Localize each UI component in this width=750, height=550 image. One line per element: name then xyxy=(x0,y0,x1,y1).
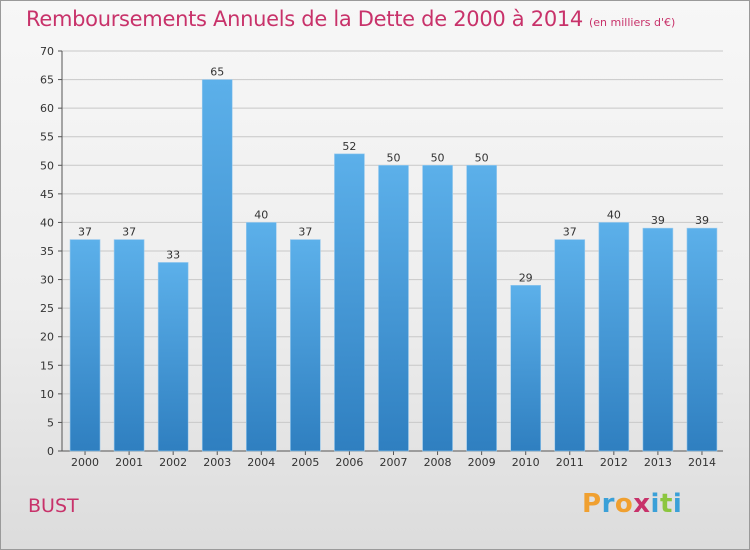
data-label-2006: 52 xyxy=(342,140,356,153)
logo-letter: t xyxy=(659,489,673,519)
x-tick-label-2001: 2001 xyxy=(115,456,143,469)
bar-2000 xyxy=(69,239,101,452)
data-label-2005: 37 xyxy=(298,226,312,239)
bar-2007 xyxy=(378,164,409,452)
x-tick-label-2007: 2007 xyxy=(380,456,408,469)
bar-2001 xyxy=(113,239,145,452)
bar-2002 xyxy=(157,262,189,452)
x-tick-label-2012: 2012 xyxy=(600,456,628,469)
bar-2004 xyxy=(246,222,277,452)
logo-letter: o xyxy=(614,489,634,519)
x-tick-label-2008: 2008 xyxy=(424,456,452,469)
bar-2006 xyxy=(334,153,365,452)
x-tick-label-2013: 2013 xyxy=(644,456,672,469)
y-tick-label: 15 xyxy=(40,359,54,372)
y-tick-label: 55 xyxy=(40,131,54,144)
y-tick-label: 40 xyxy=(40,216,54,229)
y-tick-label: 5 xyxy=(47,416,54,429)
data-label-2009: 50 xyxy=(475,151,489,164)
x-tick-label-2006: 2006 xyxy=(335,456,363,469)
bar-2012 xyxy=(598,222,630,452)
y-tick-label: 25 xyxy=(40,302,54,315)
y-tick-label: 60 xyxy=(40,102,54,115)
logo-letter: i xyxy=(650,489,660,519)
x-tick-label-2005: 2005 xyxy=(291,456,319,469)
data-label-2012: 40 xyxy=(607,208,621,221)
y-tick-label: 30 xyxy=(40,274,54,287)
x-tick-label-2009: 2009 xyxy=(468,456,496,469)
y-tick-label: 50 xyxy=(40,159,54,172)
bar-2014 xyxy=(686,227,718,452)
data-label-2001: 37 xyxy=(122,226,136,239)
proxiti-logo: Proxiti xyxy=(582,489,682,519)
data-label-2000: 37 xyxy=(78,226,92,239)
commune-name: BUST xyxy=(28,495,79,517)
x-tick-label-2004: 2004 xyxy=(247,456,275,469)
x-tick-label-2011: 2011 xyxy=(556,456,584,469)
bar-2008 xyxy=(422,164,453,452)
bars xyxy=(69,79,718,452)
x-tick-label-2000: 2000 xyxy=(71,456,99,469)
data-label-2003: 65 xyxy=(210,66,224,79)
logo-letter: P xyxy=(582,489,602,519)
chart-title-text: Remboursements Annuels de la Dette de 20… xyxy=(26,7,583,31)
chart-title: Remboursements Annuels de la Dette de 20… xyxy=(26,7,675,31)
bar-2013 xyxy=(642,227,674,452)
bar-2003 xyxy=(201,79,233,452)
data-label-2014: 39 xyxy=(695,214,709,227)
data-label-2004: 40 xyxy=(254,208,268,221)
y-tick-labels: 0 5 10 15 20 25 30 35 40 45 50 55 60 65 70 xyxy=(40,45,54,458)
y-tick-label: 45 xyxy=(40,188,54,201)
logo-letter: i xyxy=(672,489,683,519)
y-tick-label: 65 xyxy=(40,74,54,87)
bar-2011 xyxy=(554,239,586,452)
data-label-2002: 33 xyxy=(166,248,180,261)
logo-letter: r xyxy=(601,489,615,519)
y-tick-label: 35 xyxy=(40,245,54,258)
data-label-2013: 39 xyxy=(651,214,665,227)
logo-letter: x xyxy=(633,489,651,519)
data-labels: 37 37 33 65 40 37 52 50 50 50 29 37 40 39 39 xyxy=(78,66,709,285)
data-label-2010: 29 xyxy=(519,271,533,284)
chart-unit: (en milliers d'€) xyxy=(589,16,676,29)
data-label-2008: 50 xyxy=(431,151,445,164)
bar-2005 xyxy=(290,239,321,452)
data-label-2011: 37 xyxy=(563,226,577,239)
x-tick-labels: 2000 2001 2002 2003 2004 2005 2006 2007 2008 2009… xyxy=(71,456,716,469)
bar-2010 xyxy=(510,284,542,452)
x-tick-label-2014: 2014 xyxy=(688,456,716,469)
y-tick-label: 0 xyxy=(47,445,54,458)
bar-2009 xyxy=(466,164,497,452)
y-tick-label: 70 xyxy=(40,45,54,58)
x-tick-label-2002: 2002 xyxy=(159,456,187,469)
x-tick-label-2010: 2010 xyxy=(512,456,540,469)
data-label-2007: 50 xyxy=(387,151,401,164)
y-tick-label: 10 xyxy=(40,388,54,401)
x-tick-label-2003: 2003 xyxy=(203,456,231,469)
y-tick-label: 20 xyxy=(40,331,54,344)
